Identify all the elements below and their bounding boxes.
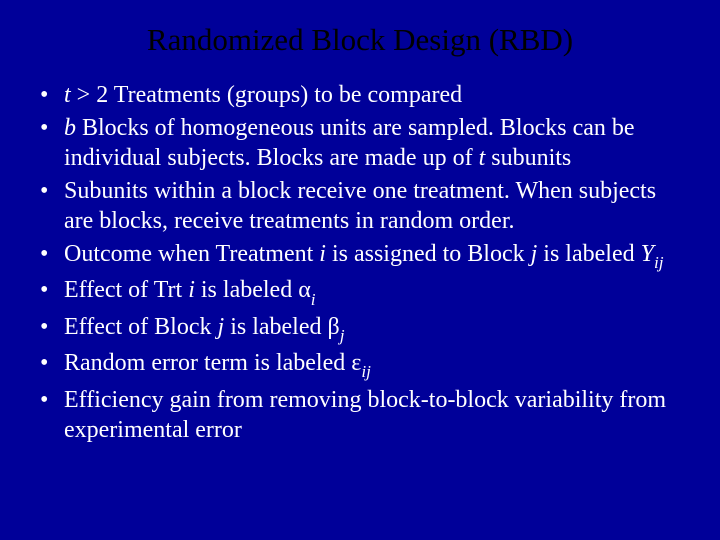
bullet-text: i — [319, 241, 326, 267]
bullet-text: j — [340, 326, 345, 345]
bullet-text: Efficiency gain from removing block-to-b… — [64, 387, 666, 443]
bullet-item: Efficiency gain from removing block-to-b… — [36, 385, 684, 445]
bullet-item: Subunits within a block receive one trea… — [36, 176, 684, 236]
bullet-text: Y — [641, 241, 654, 267]
bullet-text: subunits — [485, 145, 571, 171]
bullet-item: Effect of Block j is labeled βj — [36, 312, 684, 345]
bullet-text: ε — [351, 350, 361, 376]
bullet-text: i — [188, 277, 195, 303]
bullet-item: Effect of Trt i is labeled αi — [36, 275, 684, 308]
bullet-list: t > 2 Treatments (groups) to be compared… — [36, 80, 684, 445]
bullet-text: Effect of Block — [64, 314, 218, 340]
bullet-text: is assigned to Block — [326, 241, 531, 267]
bullet-text: > 2 Treatments (groups) to be compared — [71, 82, 462, 108]
slide: Randomized Block Design (RBD) t > 2 Trea… — [0, 0, 720, 540]
bullet-text: ij — [654, 253, 664, 272]
bullet-text: α — [298, 277, 311, 303]
bullet-text: Effect of Trt — [64, 277, 188, 303]
bullet-text: is labeled — [537, 241, 640, 267]
bullet-text: ij — [361, 362, 371, 381]
bullet-text: is labeled — [224, 314, 327, 340]
bullet-item: Outcome when Treatment i is assigned to … — [36, 239, 684, 272]
bullet-text: Random error term is labeled — [64, 350, 351, 376]
bullet-text: is labeled — [195, 277, 298, 303]
bullet-item: t > 2 Treatments (groups) to be compared — [36, 80, 684, 110]
bullet-text: i — [311, 290, 316, 309]
bullet-text: t — [64, 82, 71, 108]
bullet-item: Random error term is labeled εij — [36, 348, 684, 381]
slide-title: Randomized Block Design (RBD) — [36, 22, 684, 58]
bullet-text: b — [64, 115, 76, 141]
bullet-item: b Blocks of homogeneous units are sample… — [36, 113, 684, 173]
bullet-text: β — [328, 314, 340, 340]
bullet-text: Subunits within a block receive one trea… — [64, 178, 656, 234]
bullet-text: Outcome when Treatment — [64, 241, 319, 267]
